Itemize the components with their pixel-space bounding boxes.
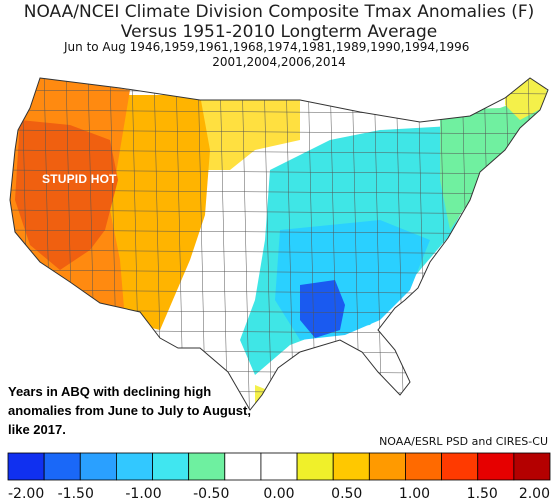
region-southeast (275, 220, 430, 340)
legend-tick-label: -1.00 (125, 486, 161, 502)
stupid-hot-label: STUPID HOT (42, 172, 117, 186)
division-line (10, 129, 548, 135)
legend-swatch (43, 452, 81, 481)
region-plains-north (180, 95, 300, 170)
legend-swatch (368, 452, 406, 481)
legend-tick-label: 1.00 (399, 486, 430, 502)
region-gulf-coast-spot (255, 385, 280, 410)
division-line (10, 189, 548, 195)
division-line (395, 78, 405, 410)
legend-tick-label: 1.50 (467, 486, 498, 502)
us-outline (9, 77, 549, 411)
legend-swatch (152, 452, 190, 481)
legend-swatch (79, 452, 117, 481)
years-subtitle-line-1: Jun to Aug 1946,1959,1961,1968,1974,1981… (64, 40, 470, 54)
color-legend: -2.00 -1.50 -1.00 -0.50 0.00 0.50 1.00 1.50 2.00 (7, 452, 551, 502)
legend-tick-label: 0.00 (263, 486, 294, 502)
legend-tick-label: -1.50 (58, 486, 94, 502)
map-title-line-2: Versus 1951-2010 Longterm Average (120, 22, 438, 42)
division-line (550, 70, 558, 440)
division-line (10, 369, 548, 375)
region-west-extreme (15, 120, 118, 270)
legend-swatch (441, 452, 479, 481)
us-anomaly-map (0, 70, 558, 440)
legend-swatch (332, 452, 370, 481)
legend-tick-label: 2.00 (519, 486, 550, 502)
legend-swatch (260, 452, 298, 481)
legend-swatch (296, 452, 334, 481)
legend-swatches (7, 452, 551, 481)
legend-swatch (405, 452, 443, 481)
map-title-line-1: NOAA/NCEI Climate Division Composite Tma… (23, 2, 535, 22)
division-line (0, 70, 8, 440)
legend-swatch (513, 452, 551, 481)
division-line (10, 149, 548, 155)
legend-tick-label: -2.00 (8, 486, 44, 502)
legend-tick-label: -0.50 (193, 486, 229, 502)
division-line (0, 70, 558, 74)
legend-swatch (224, 452, 262, 481)
years-subtitle-line-2: 2001,2004,2006,2014 (212, 55, 346, 69)
legend-swatch (116, 452, 153, 481)
legend-tick-label: 0.50 (331, 486, 362, 502)
legend-swatch (477, 452, 515, 481)
region-lower-mississippi (300, 280, 345, 338)
division-line (527, 78, 537, 410)
legend-swatch (188, 452, 226, 481)
legend-labels: -2.00 -1.50 -1.00 -0.50 0.00 0.50 1.00 1.50 2.00 (8, 486, 550, 502)
division-line (10, 169, 548, 175)
abq-years-note: Years in ABQ with declining high anomali… (8, 384, 251, 437)
credit-text: NOAA/ESRL PSD and CIRES-CU (379, 435, 548, 448)
legend-swatch (7, 452, 45, 481)
